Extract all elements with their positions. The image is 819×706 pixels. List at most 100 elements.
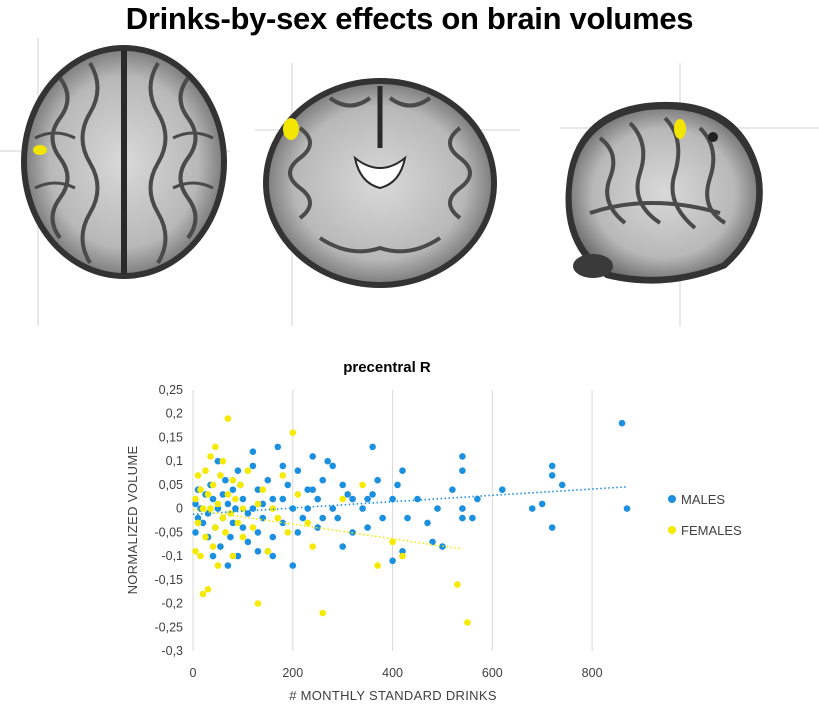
males-point: [227, 533, 234, 541]
y-tick-label: 0,1: [166, 454, 183, 468]
males-point: [548, 472, 556, 479]
males-point: [199, 519, 207, 527]
males-point: [232, 505, 239, 512]
males-point: [254, 548, 262, 555]
males-point: [224, 500, 232, 508]
females-point: [264, 548, 272, 555]
males-point: [414, 495, 421, 503]
females-point: [194, 472, 202, 479]
males-point: [244, 538, 252, 546]
males-point: [329, 505, 337, 512]
females-point: [294, 491, 302, 498]
females-point: [204, 586, 212, 593]
x-tick-label: 200: [282, 666, 303, 680]
males-point: [379, 514, 386, 522]
males-point: [214, 505, 222, 512]
males-point: [279, 519, 287, 527]
males-point: [394, 481, 401, 489]
males-point: [319, 476, 327, 484]
males-point: [294, 467, 302, 474]
males-point: [209, 552, 217, 560]
males-point: [289, 505, 297, 512]
females-point: [359, 481, 366, 489]
males-point: [339, 543, 347, 550]
males-point: [239, 495, 247, 503]
males-point: [239, 524, 247, 531]
males-point: [254, 486, 262, 493]
males-point: [309, 453, 317, 460]
males-point: [274, 443, 282, 451]
y-axis-title: NORMALIZED VOLUME: [125, 446, 140, 595]
females-point: [464, 619, 471, 626]
males-point: [558, 481, 566, 489]
females-point: [454, 581, 461, 588]
males-point: [264, 476, 272, 484]
females-point: [207, 453, 214, 460]
females-point: [259, 486, 267, 493]
males-trendline: [192, 486, 628, 516]
males-point: [304, 486, 312, 493]
sagittal-brain-view: [560, 63, 819, 326]
females-point: [204, 491, 212, 498]
males-point: [269, 495, 277, 503]
females-point: [212, 443, 219, 451]
scatter-chart: precentral R 0 200 400 600 800 0,25 0,2 0,15 0,1…: [125, 359, 742, 703]
males-point: [217, 543, 224, 550]
males-point: [424, 519, 431, 527]
females-point: [274, 514, 282, 522]
axial-brain-view: [0, 38, 230, 326]
males-point: [404, 514, 411, 522]
axial-highlight: [33, 145, 47, 155]
males-point: [528, 505, 536, 512]
males-point: [299, 514, 307, 522]
males-point: [389, 495, 396, 503]
females-point: [239, 533, 247, 541]
males-point: [469, 514, 476, 522]
coronal-brain-view: [255, 63, 520, 326]
males-point: [344, 491, 352, 498]
y-tick-label: -0,05: [155, 525, 184, 539]
males-point: [548, 462, 556, 470]
males-point: [389, 557, 396, 565]
males-point: [364, 524, 371, 531]
males-point: [369, 443, 376, 451]
males-point: [249, 448, 257, 455]
females-point: [279, 472, 287, 479]
males-point: [269, 533, 277, 541]
females-point: [229, 476, 237, 484]
brain-images-panel: [0, 38, 819, 326]
males-point: [192, 529, 199, 536]
females-point: [214, 562, 222, 569]
y-tick-label: 0,2: [166, 407, 183, 421]
females-point: [234, 519, 242, 527]
figure-title: Drinks-by-sex effects on brain volumes: [125, 1, 694, 36]
sagittal-highlight: [674, 119, 686, 139]
males-point: [309, 486, 317, 493]
males-point: [334, 514, 342, 522]
males-point: [209, 495, 217, 503]
females-point: [237, 481, 244, 489]
males-point: [314, 524, 322, 531]
females-point: [249, 524, 257, 531]
females-point: [399, 552, 406, 560]
males-point: [339, 481, 347, 489]
females-point: [389, 538, 396, 546]
males-point: [538, 500, 546, 508]
x-axis-title: # MONTHLY STANDARD DRINKS: [289, 688, 497, 703]
females-point: [229, 552, 237, 560]
females-point: [289, 429, 297, 436]
males-point: [234, 467, 242, 474]
males-point: [234, 552, 242, 560]
y-tick-label: -0,25: [155, 620, 184, 634]
males-legend-marker: [668, 495, 676, 503]
males-point: [449, 486, 456, 493]
males-point: [374, 476, 381, 484]
females-point: [224, 491, 232, 498]
males-point: [434, 505, 441, 512]
females-point: [202, 533, 209, 541]
males-point: [324, 457, 332, 465]
males-point: [618, 419, 626, 427]
males-point: [314, 495, 322, 503]
females-point: [284, 529, 292, 536]
males-point: [222, 476, 229, 484]
